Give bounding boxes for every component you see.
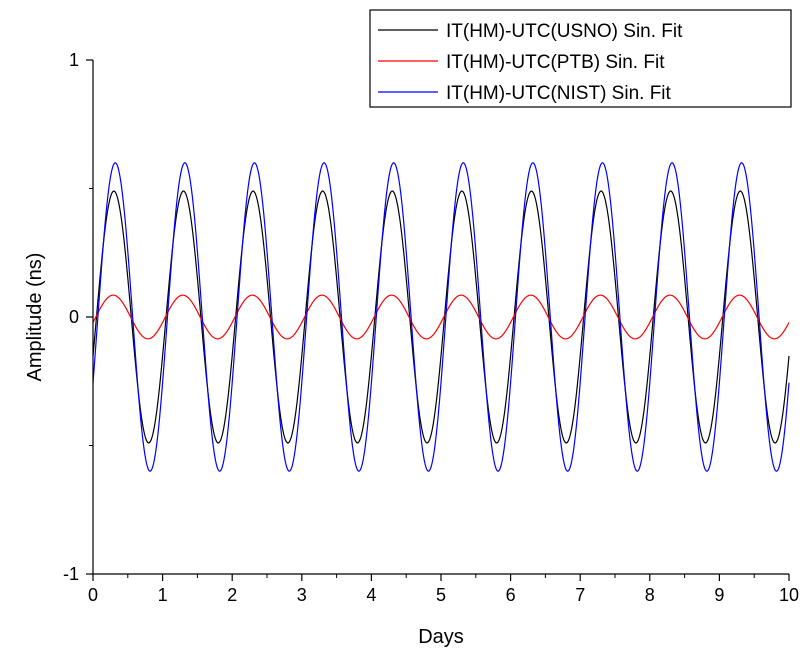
legend: IT(HM)-UTC(USNO) Sin. Fit IT(HM)-UTC(PTB)… bbox=[369, 9, 792, 108]
axes bbox=[92, 60, 789, 575]
x-tick-label: 0 bbox=[88, 585, 98, 605]
x-tick-label: 5 bbox=[436, 585, 446, 605]
series-line-2 bbox=[92, 294, 790, 340]
x-tick-label: 3 bbox=[297, 585, 307, 605]
x-tick-label: 7 bbox=[575, 585, 585, 605]
x-tick-label: 10 bbox=[779, 585, 799, 605]
legend-label-1: IT(HM)-UTC(USNO) Sin. Fit bbox=[446, 21, 683, 42]
x-tick-label: 1 bbox=[158, 585, 168, 605]
x-ticks: 0 1 2 3 4 5 6 7 8 9 10 bbox=[88, 574, 799, 605]
y-tick-label: 0 bbox=[69, 307, 79, 327]
legend-label-3: IT(HM)-UTC(NIST) Sin. Fit bbox=[446, 83, 672, 104]
y-ticks: -1 0 1 bbox=[63, 50, 93, 584]
y-axis-label: Amplitude (ns) bbox=[24, 253, 46, 382]
series-line-1 bbox=[92, 190, 790, 444]
x-tick-label: 4 bbox=[366, 585, 376, 605]
series-line-3 bbox=[92, 162, 790, 472]
x-tick-label: 2 bbox=[227, 585, 237, 605]
plot-lines bbox=[92, 162, 790, 472]
y-tick-label: 1 bbox=[69, 50, 79, 70]
x-axis-label: Days bbox=[418, 626, 464, 648]
legend-label-2: IT(HM)-UTC(PTB) Sin. Fit bbox=[446, 52, 665, 73]
x-tick-label: 8 bbox=[645, 585, 655, 605]
legend-box bbox=[369, 9, 792, 108]
x-tick-label: 6 bbox=[506, 585, 516, 605]
x-tick-label: 9 bbox=[714, 585, 724, 605]
y-tick-label: -1 bbox=[63, 564, 79, 584]
